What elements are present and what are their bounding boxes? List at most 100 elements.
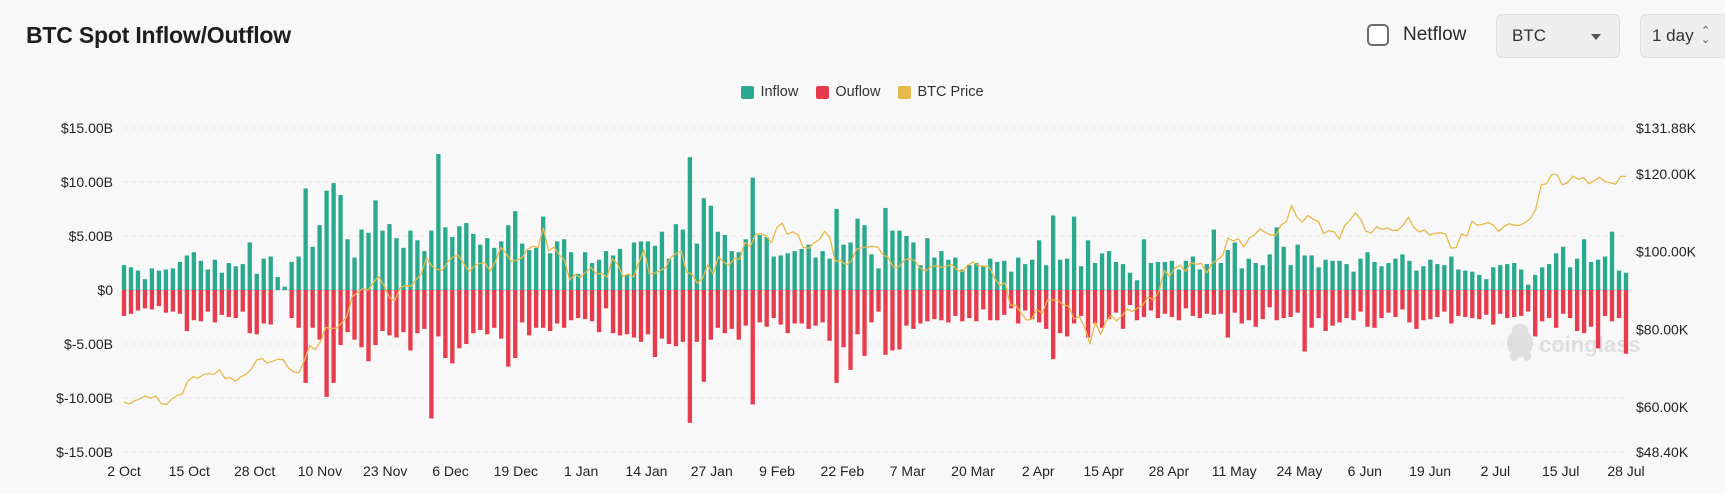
inflow-bar bbox=[876, 268, 881, 290]
outflow-bar bbox=[492, 290, 497, 328]
inflow-bar bbox=[240, 264, 245, 290]
netflow-toggle[interactable]: Netflow bbox=[1367, 24, 1466, 46]
inflow-bar bbox=[778, 255, 783, 290]
inflow-bar bbox=[1602, 256, 1608, 290]
inflow-bar bbox=[1498, 265, 1503, 290]
outflow-bar bbox=[1302, 290, 1307, 352]
outflow-bar bbox=[1470, 290, 1475, 319]
inflow-bar bbox=[918, 265, 923, 290]
inflow-bar bbox=[1505, 264, 1510, 290]
inflow-bar bbox=[1581, 239, 1587, 290]
inflow-bar bbox=[359, 229, 364, 290]
outflow-bar bbox=[1246, 290, 1251, 321]
inflow-bar bbox=[1449, 256, 1454, 290]
outflow-bar bbox=[946, 290, 951, 323]
outflow-bar bbox=[170, 290, 176, 312]
inflow-bar bbox=[1414, 270, 1419, 290]
outflow-bar bbox=[1526, 290, 1531, 312]
inflow-bar bbox=[1330, 260, 1335, 290]
y-left-tick-label: $15.00B bbox=[61, 120, 113, 136]
page-title: BTC Spot Inflow/Outflow bbox=[26, 22, 291, 48]
outflow-bar bbox=[1323, 290, 1328, 332]
outflow-bar bbox=[1540, 290, 1545, 322]
outflow-bar bbox=[1574, 290, 1580, 332]
inflow-bar bbox=[1623, 272, 1629, 290]
inflow-bar bbox=[1127, 272, 1133, 290]
outflow-bar bbox=[499, 290, 504, 339]
inflow-bar bbox=[855, 218, 860, 290]
inflow-bar bbox=[827, 258, 832, 290]
coin-select[interactable]: BTC bbox=[1496, 14, 1620, 58]
outflow-bar bbox=[1183, 290, 1189, 309]
inflow-bar bbox=[1519, 269, 1524, 290]
inflow-bar bbox=[568, 252, 574, 290]
outflow-bar bbox=[121, 290, 127, 316]
inflow-bar bbox=[408, 230, 413, 290]
inflow-bar bbox=[554, 241, 560, 290]
inflow-bar bbox=[1309, 255, 1314, 290]
chart-controls: Netflow BTC 1 day ⌃ ⌄ bbox=[0, 14, 1725, 60]
x-tick-label: 23 Nov bbox=[363, 463, 407, 479]
interval-select[interactable]: 1 day ⌃ ⌄ bbox=[1640, 14, 1725, 58]
inflow-bar bbox=[1442, 265, 1447, 290]
inflow-bar bbox=[1246, 258, 1251, 290]
legend-item-inflow[interactable]: Inflow bbox=[741, 84, 798, 100]
inflow-bar bbox=[1232, 242, 1237, 290]
inflow-bar bbox=[1379, 266, 1384, 290]
outflow-bar bbox=[1519, 290, 1524, 316]
inflow-bar bbox=[799, 248, 804, 290]
inflow-bar bbox=[960, 269, 965, 290]
inflow-bar bbox=[834, 209, 839, 290]
outflow-bar bbox=[1030, 290, 1035, 320]
inflow-bar bbox=[352, 257, 357, 290]
inflow-bar bbox=[1239, 268, 1244, 290]
inflow-bar bbox=[1512, 263, 1517, 290]
outflow-bar bbox=[128, 290, 134, 314]
inflow-bar bbox=[1302, 255, 1307, 290]
outflow-bar bbox=[771, 290, 776, 319]
x-tick-label: 20 Mar bbox=[951, 463, 995, 479]
inflow-bar bbox=[1470, 271, 1475, 290]
outflow-bar bbox=[1197, 290, 1203, 319]
inflow-bar bbox=[345, 239, 350, 290]
outflow-bars bbox=[121, 290, 1629, 423]
inflow-bar bbox=[135, 270, 141, 290]
outflow-bar bbox=[960, 290, 965, 322]
inflow-bar bbox=[1162, 261, 1168, 290]
x-tick-label: 6 Jun bbox=[1348, 463, 1382, 479]
x-tick-label: 11 May bbox=[1212, 463, 1257, 479]
outflow-bar bbox=[1267, 290, 1272, 308]
outflow-bar bbox=[1316, 290, 1321, 319]
outflow-bar bbox=[1204, 290, 1210, 314]
outflow-bar bbox=[1113, 290, 1119, 313]
outflow-bar bbox=[1512, 290, 1517, 317]
outflow-bar bbox=[359, 290, 364, 348]
inflow-bar bbox=[1574, 258, 1580, 290]
inflow-bar bbox=[394, 238, 399, 290]
legend-item-outflow[interactable]: Ouflow bbox=[816, 84, 880, 100]
legend-label-inflow: Inflow bbox=[760, 84, 799, 100]
legend-label-outflow: Ouflow bbox=[835, 84, 881, 100]
netflow-checkbox[interactable] bbox=[1367, 24, 1389, 46]
outflow-bar bbox=[1365, 290, 1370, 327]
inflow-bar bbox=[1316, 267, 1321, 290]
legend-item-btc-price[interactable]: BTC Price bbox=[898, 84, 984, 100]
outflow-bar bbox=[380, 290, 385, 332]
inflow-bar bbox=[443, 227, 448, 290]
outflow-bar bbox=[1609, 290, 1615, 322]
inflow-bar bbox=[792, 251, 797, 290]
x-tick-label: 6 Dec bbox=[432, 463, 469, 479]
inflow-bar bbox=[1064, 258, 1070, 290]
outflow-bar bbox=[897, 290, 902, 350]
inflow-bar bbox=[547, 253, 553, 290]
outflow-bar bbox=[1546, 290, 1552, 319]
outflow-bar bbox=[338, 290, 343, 346]
inflow-bar bbox=[582, 252, 588, 290]
outflow-bar bbox=[1491, 290, 1496, 325]
x-tick-label: 28 Jul bbox=[1607, 463, 1644, 479]
outflow-bar bbox=[1358, 290, 1363, 312]
x-tick-label: 28 Apr bbox=[1149, 463, 1190, 479]
outflow-bar bbox=[149, 290, 155, 310]
inflow-bar bbox=[492, 247, 497, 290]
